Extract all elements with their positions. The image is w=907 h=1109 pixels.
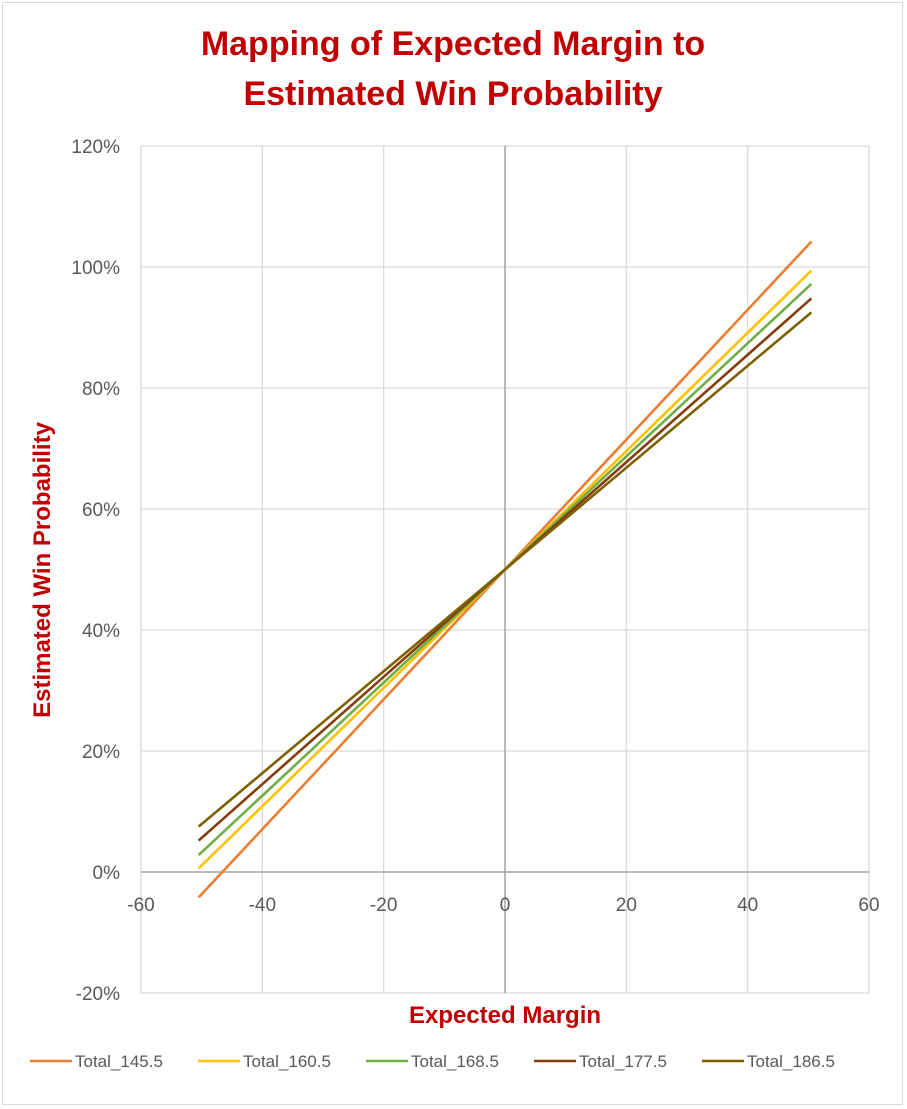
y-tick-label: 20% [82, 742, 120, 763]
x-tick-label: 60 [858, 895, 879, 916]
x-tick-labels: -60 -40 -20 0 20 40 60 [127, 895, 879, 916]
y-tick-label: 80% [82, 379, 120, 400]
y-tick-label: 40% [82, 621, 120, 642]
y-tick-label: 120% [71, 137, 120, 158]
chart-title-line2: Estimated Win Probability [243, 75, 662, 113]
y-tick-labels: -20% 0% 20% 40% 60% 80% 100% 120% [71, 137, 120, 1005]
legend-item: Total_177.5 [534, 1052, 667, 1071]
series-line-total-186-5 [197, 311, 813, 828]
x-tick-label: 0 [500, 895, 511, 916]
legend-label: Total_177.5 [579, 1052, 667, 1071]
y-axis-title: Estimated Win Probability [29, 421, 56, 717]
y-tick-label: 100% [71, 258, 120, 279]
chart-title-line1: Mapping of Expected Margin to [201, 25, 705, 63]
legend-label: Total_160.5 [243, 1052, 331, 1071]
x-axis-title: Expected Margin [409, 1002, 601, 1029]
legend-label: Total_145.5 [75, 1052, 163, 1071]
legend-item: Total_145.5 [30, 1052, 163, 1071]
y-tick-label: -20% [76, 984, 120, 1005]
x-tick-label: 40 [737, 895, 758, 916]
x-tick-label: 20 [616, 895, 637, 916]
legend: Total_145.5 Total_160.5 Total_168.5 Total_1… [30, 1052, 835, 1071]
series-lines [197, 240, 813, 899]
legend-item: Total_168.5 [366, 1052, 499, 1071]
legend-label: Total_186.5 [747, 1052, 835, 1071]
x-tick-label: -60 [127, 895, 154, 916]
x-tick-label: -20 [370, 895, 397, 916]
y-tick-label: 60% [82, 500, 120, 521]
legend-item: Total_160.5 [198, 1052, 331, 1071]
legend-label: Total_168.5 [411, 1052, 499, 1071]
x-tick-label: -40 [249, 895, 276, 916]
y-tick-label: 0% [93, 863, 121, 884]
legend-item: Total_186.5 [702, 1052, 835, 1071]
